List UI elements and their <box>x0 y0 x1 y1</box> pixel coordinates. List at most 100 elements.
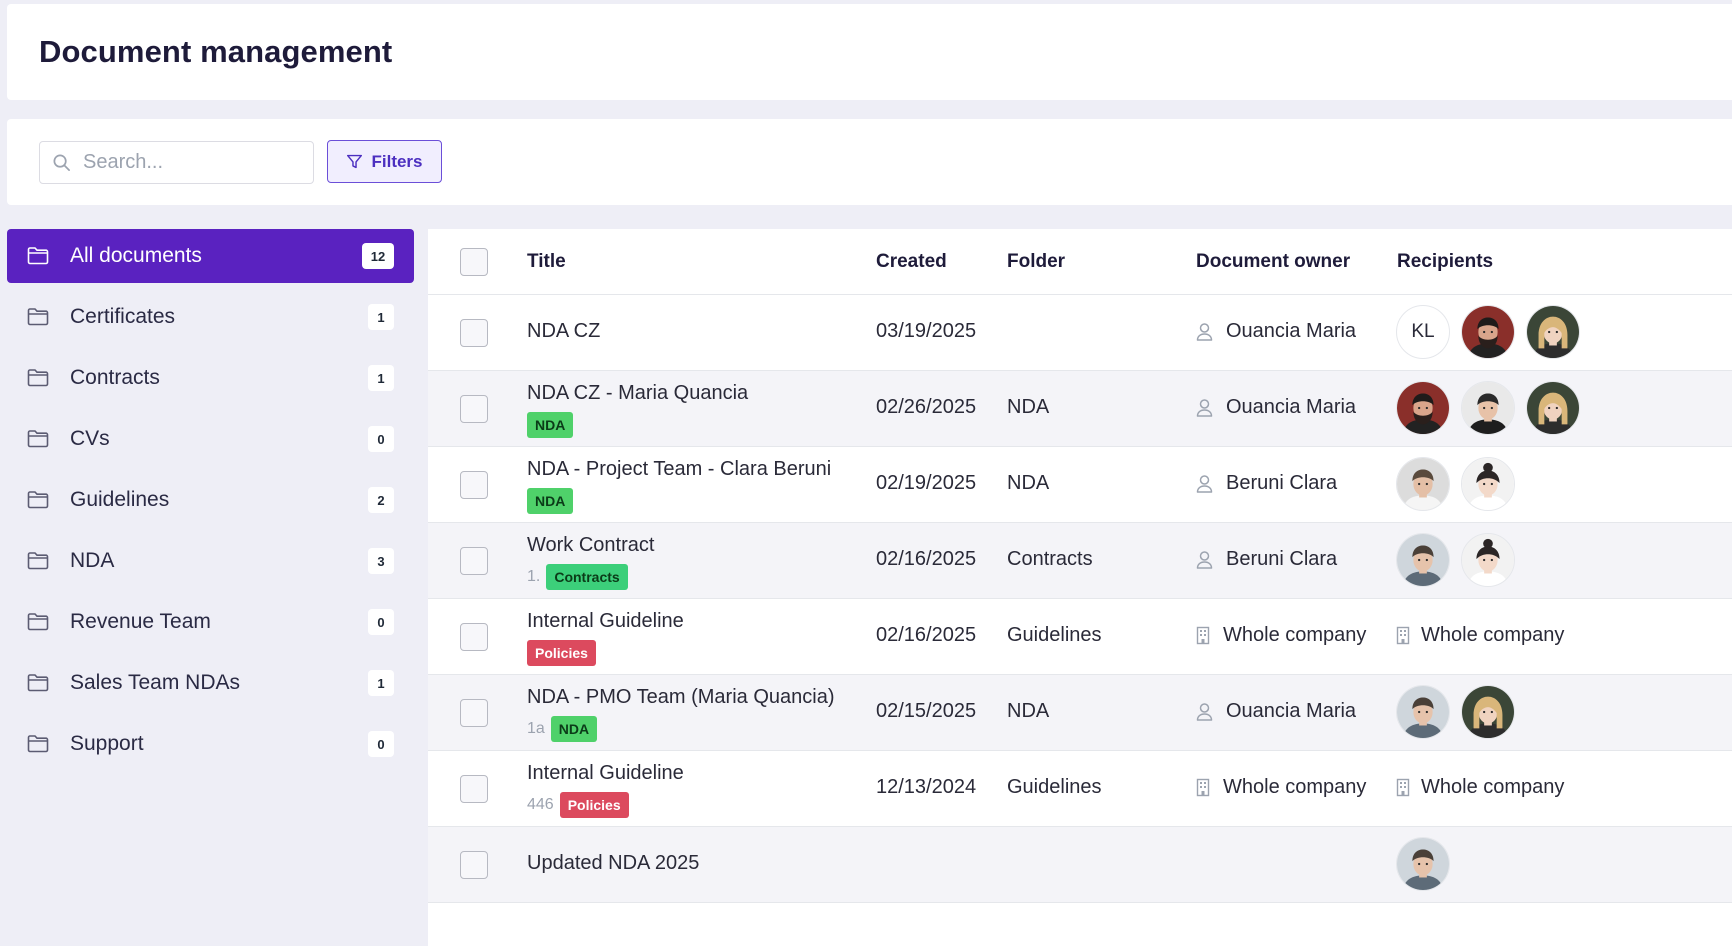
recipients-label: Whole company <box>1421 776 1565 798</box>
document-owner: Ouancia Maria <box>1196 396 1356 419</box>
row-checkbox[interactable] <box>460 319 488 347</box>
select-all-checkbox[interactable] <box>460 248 488 276</box>
folder-icon <box>27 430 49 448</box>
avatar[interactable] <box>1396 533 1450 587</box>
created-date: 03/19/2025 <box>876 320 977 342</box>
owner-name: Whole company <box>1223 776 1367 798</box>
folder-name: Contracts <box>1007 548 1093 570</box>
document-title[interactable]: Work Contract <box>527 534 655 556</box>
sidebar-item[interactable]: Support 0 <box>7 717 414 771</box>
user-icon <box>1196 703 1213 721</box>
recipients: KL <box>1396 305 1580 359</box>
created-date: 02/16/2025 <box>876 548 977 570</box>
row-checkbox[interactable] <box>460 471 488 499</box>
recipients <box>1396 381 1580 435</box>
column-folder[interactable]: Folder <box>1007 251 1066 272</box>
document-title[interactable]: Internal Guideline <box>527 762 684 784</box>
avatar[interactable] <box>1461 533 1515 587</box>
document-owner: Whole company <box>1196 776 1366 799</box>
document-meta: 1. Contracts <box>527 564 628 590</box>
avatar[interactable] <box>1396 457 1450 511</box>
avatar[interactable] <box>1396 837 1450 891</box>
avatar[interactable] <box>1461 457 1515 511</box>
search-box[interactable] <box>39 141 314 184</box>
sidebar-item-label: Certificates <box>70 305 176 328</box>
avatar[interactable] <box>1461 381 1515 435</box>
document-title[interactable]: Updated NDA 2025 <box>527 852 700 874</box>
folder-icon-wrap <box>27 429 49 453</box>
sidebar-item[interactable]: Sales Team NDAs 1 <box>7 656 414 710</box>
document-owner: Whole company <box>1196 624 1366 647</box>
folder-sidebar: All documents 12 Certificates 1 Contracts 1 CV… <box>7 229 414 946</box>
toolbar: Filters <box>7 119 1732 205</box>
sidebar-item[interactable]: Revenue Team 0 <box>7 595 414 649</box>
column-document-owner[interactable]: Document owner <box>1196 251 1351 272</box>
folder-icon-wrap <box>27 612 49 636</box>
recipients <box>1396 457 1515 511</box>
owner-name: Ouancia Maria <box>1226 700 1357 722</box>
created-date: 02/15/2025 <box>876 700 977 722</box>
sidebar-item-count: 0 <box>368 609 394 635</box>
row-checkbox[interactable] <box>460 395 488 423</box>
sidebar-item-label: Support <box>70 732 144 755</box>
sidebar-item-count: 12 <box>362 243 394 269</box>
avatar[interactable] <box>1461 685 1515 739</box>
folder-icon <box>27 308 49 326</box>
document-title[interactable]: Internal Guideline <box>527 610 684 632</box>
sidebar-item[interactable]: NDA 3 <box>7 534 414 588</box>
document-meta: Policies <box>527 640 596 666</box>
avatar[interactable] <box>1396 685 1450 739</box>
document-meta: 446 Policies <box>527 792 629 818</box>
document-owner: Beruni Clara <box>1196 548 1337 571</box>
sidebar-item[interactable]: All documents 12 <box>7 229 414 283</box>
user-icon <box>1196 399 1213 417</box>
folder-icon <box>27 247 49 265</box>
table-row[interactable]: NDA - Project Team - Clara Beruni NDA 02/1… <box>428 447 1732 523</box>
search-input[interactable] <box>83 151 293 174</box>
filters-button[interactable]: Filters <box>327 140 442 183</box>
owner-name: Beruni Clara <box>1226 548 1338 570</box>
owner-name: Beruni Clara <box>1226 472 1338 494</box>
row-checkbox[interactable] <box>460 623 488 651</box>
document-title[interactable]: NDA - Project Team - Clara Beruni <box>527 458 832 480</box>
column-title[interactable]: Title <box>527 251 566 272</box>
table-row[interactable]: Work Contract 1. Contracts 02/16/2025 Contra… <box>428 523 1732 599</box>
document-title[interactable]: NDA - PMO Team (Maria Quancia) <box>527 686 835 708</box>
table-row[interactable]: NDA CZ - Maria Quancia NDA 02/26/2025 NDA Ou… <box>428 371 1732 447</box>
row-checkbox[interactable] <box>460 775 488 803</box>
table-row[interactable]: NDA CZ 03/19/2025 Ouancia Maria KL <box>428 295 1732 371</box>
row-checkbox[interactable] <box>460 699 488 727</box>
table-row[interactable]: Updated NDA 2025 <box>428 827 1732 903</box>
category-tag: NDA <box>527 412 574 438</box>
table-row[interactable]: Internal Guideline 446 Policies 12/13/2024 G… <box>428 751 1732 827</box>
column-created[interactable]: Created <box>876 251 947 272</box>
folder-icon-wrap <box>27 734 49 758</box>
row-checkbox[interactable] <box>460 851 488 879</box>
avatar[interactable] <box>1526 305 1580 359</box>
table-row[interactable]: Internal Guideline Policies 02/16/2025 Guid… <box>428 599 1732 675</box>
recipients: Whole company <box>1396 624 1564 647</box>
sidebar-item[interactable]: Certificates 1 <box>7 290 414 344</box>
avatar[interactable]: KL <box>1396 305 1450 359</box>
recipients <box>1396 533 1515 587</box>
avatar[interactable] <box>1526 381 1580 435</box>
created-date: 02/16/2025 <box>876 624 977 646</box>
table-row[interactable]: NDA - PMO Team (Maria Quancia) 1a NDA 02/15… <box>428 675 1732 751</box>
avatar[interactable] <box>1396 381 1450 435</box>
sidebar-item-label: All documents <box>70 244 202 267</box>
building-icon <box>1196 778 1210 797</box>
sidebar-item[interactable]: Guidelines 2 <box>7 473 414 527</box>
building-icon <box>1196 626 1210 645</box>
column-recipients[interactable]: Recipients <box>1397 251 1494 272</box>
folder-icon-wrap <box>27 368 49 392</box>
sidebar-item-count: 2 <box>368 487 394 513</box>
sidebar-item[interactable]: Contracts 1 <box>7 351 414 405</box>
document-title[interactable]: NDA CZ - Maria Quancia <box>527 382 749 404</box>
search-icon <box>53 154 70 171</box>
document-title[interactable]: NDA CZ <box>527 320 601 342</box>
row-checkbox[interactable] <box>460 547 488 575</box>
sidebar-item[interactable]: CVs 0 <box>7 412 414 466</box>
avatar[interactable] <box>1461 305 1515 359</box>
folder-name: Guidelines <box>1007 776 1102 798</box>
sidebar-item-label: Revenue Team <box>70 610 211 633</box>
